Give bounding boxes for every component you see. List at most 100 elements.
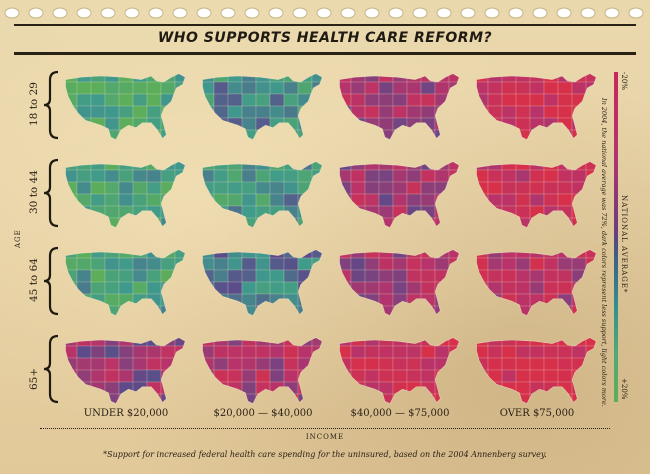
state-region	[339, 293, 352, 307]
state-region	[392, 193, 408, 207]
us-outline	[476, 73, 597, 141]
state-region	[585, 205, 597, 219]
state-region	[283, 169, 299, 183]
state-region	[501, 81, 517, 95]
binding-hole	[460, 7, 476, 19]
state-region	[378, 217, 394, 228]
state-region	[311, 169, 323, 183]
state-region	[420, 269, 436, 283]
state-region	[202, 345, 215, 359]
state-region	[160, 193, 176, 207]
binding-hole	[148, 7, 164, 19]
state-region	[118, 193, 134, 207]
state-region	[160, 257, 176, 271]
state-region	[76, 381, 92, 395]
state-region	[350, 129, 366, 140]
state-region	[174, 337, 186, 347]
state-region	[434, 73, 450, 83]
state-region	[434, 129, 450, 140]
state-region	[311, 217, 323, 228]
state-region	[339, 281, 352, 295]
state-region	[434, 293, 450, 307]
state-region	[585, 281, 597, 295]
state-region	[448, 169, 460, 183]
state-region	[487, 257, 503, 271]
state-region	[76, 73, 92, 83]
state-region	[543, 193, 559, 207]
state-region	[571, 257, 587, 271]
state-region	[585, 357, 597, 371]
state-region	[585, 381, 597, 395]
state-region	[202, 393, 215, 404]
state-region	[227, 281, 243, 295]
state-region	[269, 393, 285, 404]
state-region	[339, 393, 352, 404]
state-region	[378, 345, 394, 359]
state-region	[364, 217, 380, 228]
state-region	[448, 193, 460, 207]
heatmap-cell	[339, 161, 460, 229]
state-region	[571, 169, 587, 183]
state-region	[269, 81, 285, 95]
state-region	[392, 293, 408, 307]
state-region	[434, 161, 450, 171]
state-region	[174, 305, 186, 316]
state-region	[571, 73, 587, 83]
state-region	[571, 293, 587, 307]
state-region	[146, 281, 162, 295]
state-region	[146, 205, 162, 219]
state-region	[297, 369, 313, 383]
state-region	[283, 269, 299, 283]
state-region	[378, 269, 394, 283]
legend-top-label: -20%	[620, 72, 628, 90]
state-region	[202, 161, 215, 171]
binding-hole	[340, 7, 356, 19]
state-region	[283, 293, 299, 307]
state-region	[557, 205, 573, 219]
state-region	[160, 337, 176, 347]
state-region	[104, 369, 120, 383]
state-region	[350, 381, 366, 395]
state-region	[241, 129, 257, 140]
state-region	[350, 293, 366, 307]
heatmap-cell	[202, 161, 323, 229]
state-region	[160, 381, 176, 395]
state-region	[501, 193, 517, 207]
heatmap-cell	[339, 337, 460, 405]
state-region	[448, 393, 460, 404]
state-region	[392, 281, 408, 295]
state-region	[350, 257, 366, 271]
row-brace	[43, 158, 59, 228]
state-region	[90, 193, 106, 207]
state-region	[501, 105, 517, 119]
state-region	[213, 269, 229, 283]
state-region	[406, 161, 422, 171]
state-region	[448, 81, 460, 95]
state-region	[65, 337, 78, 347]
state-region	[174, 257, 186, 271]
state-region	[339, 193, 352, 207]
state-region	[202, 249, 215, 259]
us-outline	[65, 161, 186, 229]
state-region	[213, 169, 229, 183]
heatmap-cell	[476, 161, 597, 229]
state-region	[104, 181, 120, 195]
binding-hole	[52, 7, 68, 19]
state-region	[160, 345, 176, 359]
state-region	[269, 193, 285, 207]
state-region	[202, 305, 215, 316]
state-region	[487, 81, 503, 95]
state-region	[364, 181, 380, 195]
state-region	[269, 105, 285, 119]
state-region	[227, 217, 243, 228]
state-region	[297, 73, 313, 83]
heatmap-cell	[65, 161, 186, 229]
state-region	[297, 281, 313, 295]
state-region	[543, 181, 559, 195]
state-region	[557, 393, 573, 404]
state-region	[434, 117, 450, 131]
state-region	[311, 257, 323, 271]
state-region	[255, 181, 271, 195]
binding-hole	[508, 7, 524, 19]
state-region	[104, 169, 120, 183]
